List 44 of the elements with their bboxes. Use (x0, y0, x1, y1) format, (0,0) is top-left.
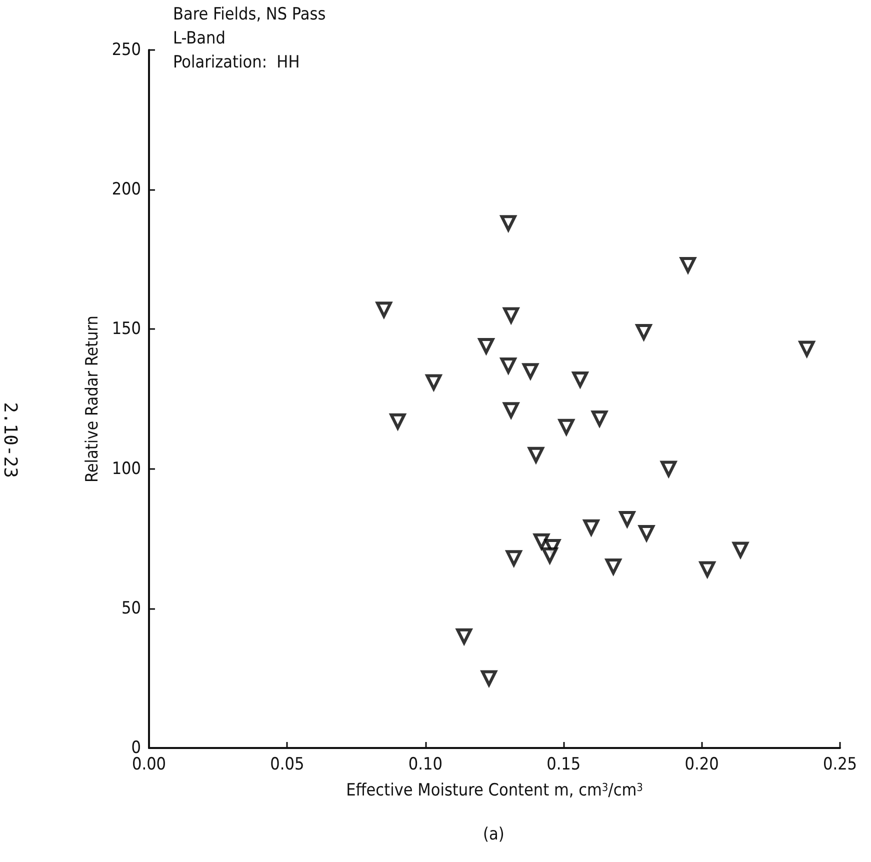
y-tick-label: 50 (122, 598, 141, 618)
y-tick-label: 200 (112, 180, 141, 200)
point (558, 418, 574, 435)
point (503, 402, 520, 418)
x-tick-label: 0.05 (270, 754, 304, 774)
point (528, 446, 544, 463)
point (583, 519, 600, 536)
point (619, 511, 636, 528)
point (699, 561, 716, 578)
point (680, 256, 696, 273)
y-axis-title: Relative Radar Return (82, 316, 102, 482)
point (572, 371, 588, 388)
x-tick-label: 0.25 (822, 754, 858, 774)
point (503, 307, 520, 324)
point (636, 324, 652, 340)
point (542, 547, 558, 564)
point (638, 525, 655, 542)
point (500, 215, 516, 232)
point (592, 410, 608, 427)
point (605, 558, 622, 575)
point (426, 374, 442, 390)
point (390, 413, 406, 430)
x-tick-label: 0.10 (408, 754, 442, 774)
point (500, 357, 516, 374)
point (522, 363, 538, 380)
x-tick-label: 0.20 (684, 754, 719, 774)
y-tick-label: 100 (112, 458, 141, 479)
point (533, 533, 550, 550)
point (506, 550, 522, 566)
text: 2.10-23 (0, 402, 20, 478)
text: (a) (483, 824, 504, 844)
point (456, 628, 472, 644)
point (732, 542, 748, 558)
x-tick-label: 0.15 (546, 754, 581, 774)
y-tick-label: 150 (112, 319, 141, 340)
annotation: Polarization: HH (173, 52, 300, 72)
chart-title: Bare Fields, NS Pass (173, 4, 326, 24)
point (376, 302, 392, 318)
point (480, 670, 497, 686)
point (478, 338, 494, 354)
point (798, 340, 815, 357)
y-tick-label: 250 (112, 40, 141, 60)
point (660, 460, 677, 477)
text: L-Band (173, 28, 226, 48)
